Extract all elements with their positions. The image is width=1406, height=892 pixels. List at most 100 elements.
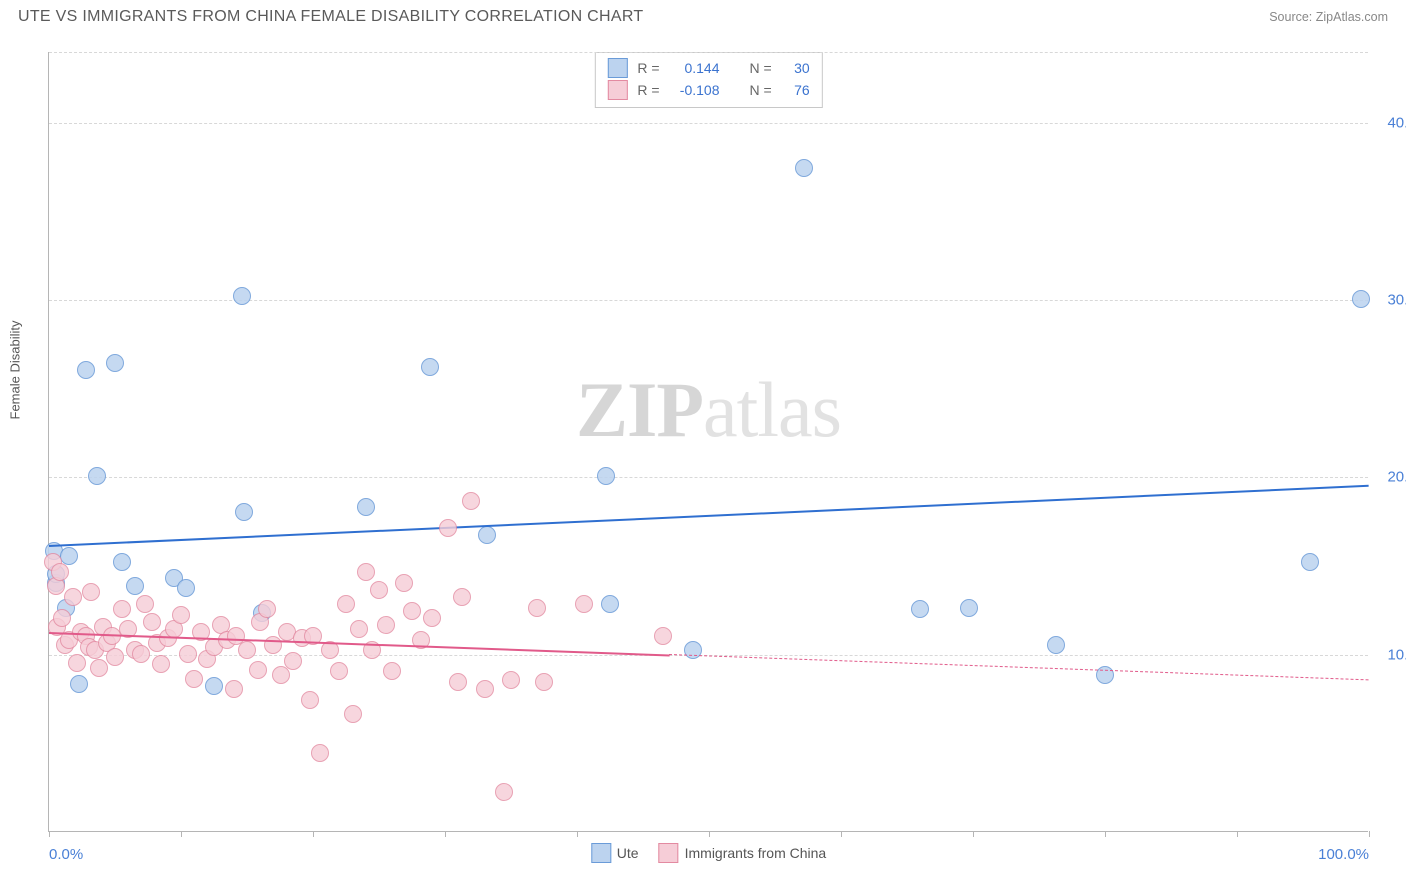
data-point: [1352, 290, 1370, 308]
data-point: [478, 526, 496, 544]
y-axis-title: Female Disability: [8, 320, 23, 419]
data-point: [654, 627, 672, 645]
data-point: [423, 609, 441, 627]
data-point: [357, 563, 375, 581]
data-point: [684, 641, 702, 659]
x-tick: [181, 831, 182, 837]
stats-row: R = -0.108 N = 76: [607, 79, 809, 101]
data-point: [311, 744, 329, 762]
data-point: [205, 677, 223, 695]
data-point: [64, 588, 82, 606]
x-tick: [841, 831, 842, 837]
data-point: [132, 645, 150, 663]
x-tick: [313, 831, 314, 837]
x-tick: [973, 831, 974, 837]
data-point: [68, 654, 86, 672]
data-point: [476, 680, 494, 698]
x-tick: [577, 831, 578, 837]
data-point: [350, 620, 368, 638]
data-point: [330, 662, 348, 680]
y-tick-label: 10.0%: [1387, 646, 1406, 663]
legend-swatch: [659, 843, 679, 863]
gridline: [49, 477, 1368, 478]
data-point: [421, 358, 439, 376]
y-tick-label: 20.0%: [1387, 469, 1406, 486]
data-point: [795, 159, 813, 177]
data-point: [90, 659, 108, 677]
data-point: [225, 680, 243, 698]
data-point: [439, 519, 457, 537]
r-value: -0.108: [670, 82, 720, 98]
legend-label: Immigrants from China: [685, 845, 827, 861]
legend-swatch: [591, 843, 611, 863]
data-point: [377, 616, 395, 634]
data-point: [177, 579, 195, 597]
data-point: [185, 670, 203, 688]
legend-label: Ute: [617, 845, 639, 861]
r-label: R =: [637, 60, 659, 76]
data-point: [106, 648, 124, 666]
legend-item: Ute: [591, 843, 639, 863]
data-point: [575, 595, 593, 613]
data-point: [113, 600, 131, 618]
x-tick: [1105, 831, 1106, 837]
n-value: 30: [782, 60, 810, 76]
x-tick-label: 0.0%: [49, 846, 83, 863]
chart-title: UTE VS IMMIGRANTS FROM CHINA FEMALE DISA…: [18, 8, 644, 26]
data-point: [357, 498, 375, 516]
data-point: [77, 361, 95, 379]
data-point: [179, 645, 197, 663]
series-swatch: [607, 58, 627, 78]
data-point: [453, 588, 471, 606]
data-point: [238, 641, 256, 659]
data-point: [82, 583, 100, 601]
data-point: [528, 599, 546, 617]
data-point: [106, 354, 124, 372]
chart-plot-area: Female Disability ZIPatlas R =0.144N =30…: [48, 52, 1368, 832]
x-tick: [709, 831, 710, 837]
data-point: [143, 613, 161, 631]
gridline: [49, 123, 1368, 124]
data-point: [88, 467, 106, 485]
data-point: [344, 705, 362, 723]
watermark: ZIPatlas: [576, 365, 841, 455]
data-point: [152, 655, 170, 673]
legend-item: Immigrants from China: [659, 843, 827, 863]
series-legend: Ute Immigrants from China: [591, 843, 826, 863]
data-point: [249, 661, 267, 679]
data-point: [370, 581, 388, 599]
x-tick: [49, 831, 50, 837]
data-point: [53, 609, 71, 627]
data-point: [258, 600, 276, 618]
r-label: R =: [637, 82, 659, 98]
x-tick: [1237, 831, 1238, 837]
x-tick: [445, 831, 446, 837]
data-point: [126, 577, 144, 595]
data-point: [911, 600, 929, 618]
data-point: [601, 595, 619, 613]
data-point: [395, 574, 413, 592]
n-value: 76: [782, 82, 810, 98]
data-point: [960, 599, 978, 617]
y-tick-label: 40.0%: [1387, 114, 1406, 131]
data-point: [337, 595, 355, 613]
data-point: [70, 675, 88, 693]
data-point: [449, 673, 467, 691]
correlation-stats-box: R =0.144N =30R =-0.108N =76: [594, 52, 822, 108]
x-tick-label: 100.0%: [1318, 846, 1369, 863]
data-point: [51, 563, 69, 581]
x-tick: [1369, 831, 1370, 837]
data-point: [235, 503, 253, 521]
data-point: [495, 783, 513, 801]
data-point: [272, 666, 290, 684]
data-point: [172, 606, 190, 624]
stats-row: R =0.144N =30: [607, 57, 809, 79]
data-point: [60, 547, 78, 565]
data-point: [113, 553, 131, 571]
data-point: [233, 287, 251, 305]
data-point: [301, 691, 319, 709]
data-point: [597, 467, 615, 485]
n-label: N =: [750, 82, 772, 98]
data-point: [535, 673, 553, 691]
gridline: [49, 52, 1368, 53]
